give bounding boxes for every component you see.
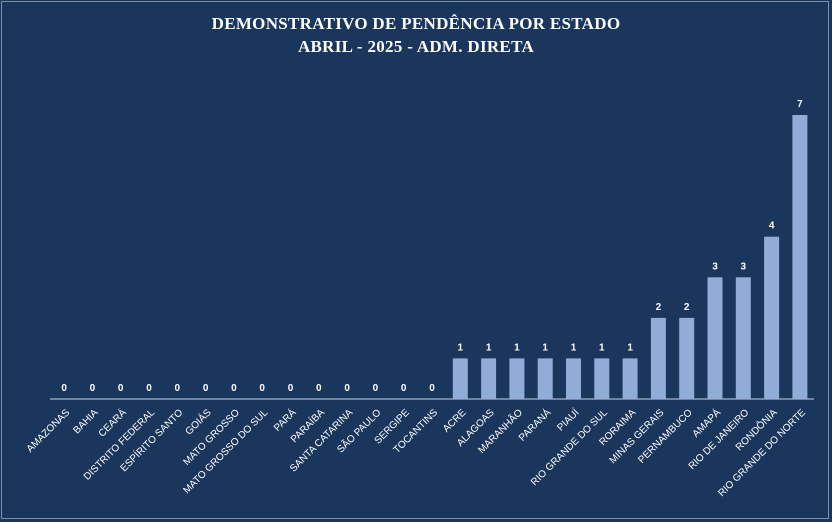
data-label: 3 — [712, 261, 718, 272]
data-label: 0 — [231, 383, 237, 394]
bar — [650, 317, 666, 399]
category-label: PIAUÍ — [554, 406, 582, 434]
data-label: 0 — [175, 383, 181, 394]
data-label: 0 — [429, 383, 435, 394]
data-label: 0 — [344, 383, 350, 394]
bar — [594, 358, 610, 399]
data-label: 0 — [118, 383, 124, 394]
data-label: 1 — [486, 342, 492, 353]
data-label: 0 — [316, 383, 322, 394]
data-label: 1 — [542, 342, 548, 353]
data-label: 4 — [769, 221, 775, 232]
bar — [452, 358, 468, 399]
bar — [481, 358, 497, 399]
data-label: 1 — [514, 342, 520, 353]
bar — [735, 277, 751, 399]
bar — [792, 115, 808, 399]
bar — [764, 236, 780, 399]
data-label: 0 — [373, 383, 379, 394]
category-label: PERNAMBUCO — [636, 407, 695, 466]
data-label: 2 — [684, 302, 690, 313]
data-label: 1 — [599, 342, 605, 353]
data-label: 0 — [401, 383, 407, 394]
data-label: 0 — [90, 383, 96, 394]
data-label: 0 — [288, 383, 294, 394]
bar — [566, 358, 581, 399]
data-label: 1 — [571, 342, 577, 353]
bar — [537, 358, 553, 399]
data-label: 0 — [146, 383, 152, 394]
bar — [509, 358, 525, 399]
data-label: 1 — [627, 342, 633, 353]
category-label: PARÁ — [271, 406, 299, 434]
bar — [622, 358, 638, 399]
data-label: 3 — [741, 261, 747, 272]
chart-title: DEMONSTRATIVO DE PENDÊNCIA POR ESTADO — [211, 14, 621, 33]
data-label: 0 — [203, 383, 209, 394]
data-label: 2 — [656, 302, 662, 313]
data-label: 1 — [458, 342, 464, 353]
category-label: AMAZONAS — [25, 407, 73, 455]
data-label: 0 — [61, 383, 67, 394]
data-label: 0 — [259, 383, 265, 394]
bar — [707, 277, 723, 399]
chart-subtitle: ABRIL - 2025 - ADM. DIRETA — [297, 37, 535, 56]
bar — [679, 317, 695, 399]
data-label: 7 — [797, 99, 803, 110]
